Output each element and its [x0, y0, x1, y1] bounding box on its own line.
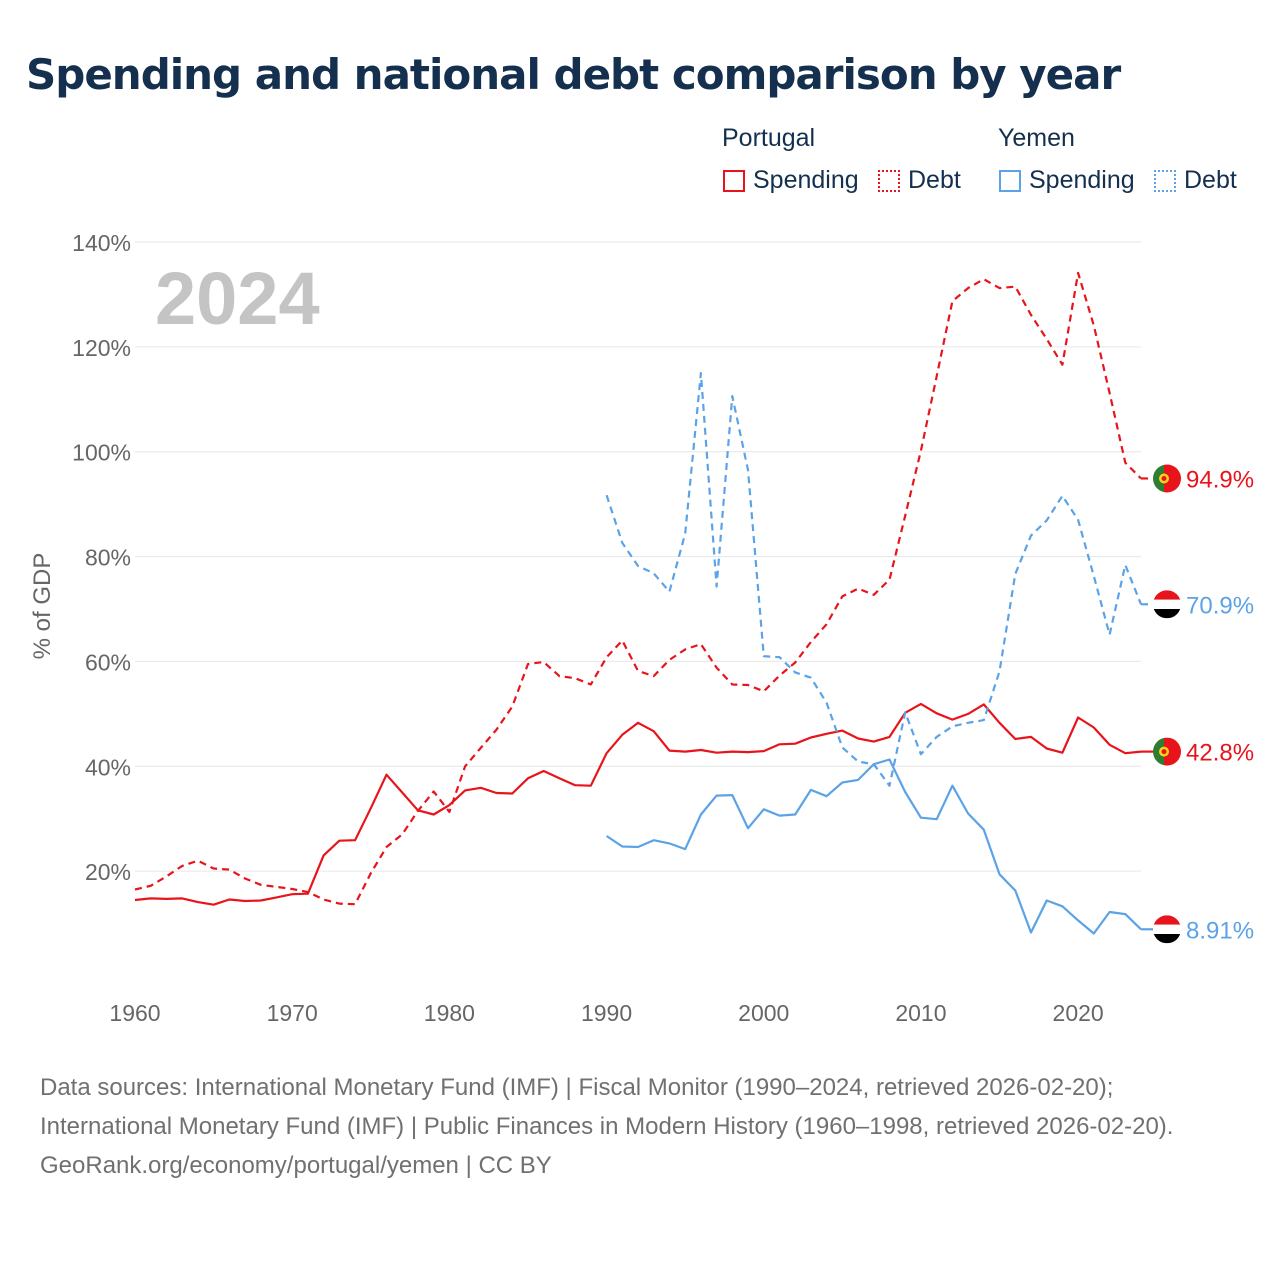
y-tick-label: 40% [85, 754, 131, 780]
data-sources: Data sources: International Monetary Fun… [40, 1074, 1174, 1140]
credit: GeoRank.org/economy/portugal/yemen | CC … [40, 1152, 552, 1179]
legend-group-portugal: Portugal [722, 124, 816, 152]
year-label: 2024 [155, 257, 320, 340]
yemen-flag-icon [1153, 590, 1181, 619]
end-value-label: 94.9% [1186, 466, 1254, 493]
portugal-flag-icon [1153, 737, 1181, 766]
y-tick-label: 140% [72, 230, 131, 256]
series-line-portugal-debt [134, 271, 1142, 906]
end-value-label: 70.9% [1186, 592, 1254, 619]
end-markers: 94.9% 42.8% 70.9% 8.91% [1141, 464, 1254, 944]
legend-swatch-portugal-spending [723, 170, 745, 192]
legend-label-portugal-debt: Debt [908, 166, 961, 194]
y-tick-label: 80% [85, 545, 131, 571]
yemen-flag-icon [1153, 915, 1181, 944]
y-tick-label: 20% [85, 859, 131, 885]
y-tick-label: 60% [85, 649, 131, 675]
legend-swatch-yemen-spending [999, 170, 1021, 192]
series-lines [134, 271, 1143, 935]
series-line-portugal-spending [134, 702, 1142, 906]
legend-label-yemen-debt: Debt [1184, 166, 1237, 194]
legend-group-yemen: Yemen [998, 124, 1075, 152]
y-tick-label: 100% [72, 440, 131, 466]
end-value-label: 42.8% [1186, 740, 1254, 767]
x-tick-label: 1990 [581, 1000, 632, 1026]
x-tick-label: 1970 [267, 1000, 318, 1026]
grid-lines [135, 241, 1141, 872]
x-tick-label: 1960 [109, 1000, 160, 1026]
x-tick-label: 1980 [424, 1000, 475, 1026]
legend-swatch-yemen-debt [1154, 170, 1176, 192]
y-tick-label: 120% [72, 335, 131, 361]
y-axis-ticks: 20% 40% 60% 80% 100% 120% 140% [72, 230, 131, 885]
chart-title: Spending and national debt comparison by… [26, 50, 1121, 99]
legend-label-yemen-spending: Spending [1029, 166, 1135, 194]
series-line-yemen-spending [605, 758, 1142, 935]
x-tick-label: 2010 [895, 1000, 946, 1026]
x-tick-label: 2000 [738, 1000, 789, 1026]
end-value-label: 8.91% [1186, 917, 1254, 944]
legend-label-portugal-spending: Spending [753, 166, 859, 194]
x-axis-ticks: 1960 1970 1980 1990 2000 2010 2020 [109, 1000, 1103, 1026]
y-axis-label: % of GDP [29, 553, 56, 660]
legend-swatch-portugal-debt [878, 170, 900, 192]
series-line-yemen-debt [605, 372, 1143, 787]
footer: Data sources: International Monetary Fun… [40, 1068, 1240, 1185]
line-chart: 20% 40% 60% 80% 100% 120% 140% 1960 1970 1980 199… [29, 230, 1254, 1026]
x-tick-label: 2020 [1053, 1000, 1104, 1026]
portugal-flag-icon [1153, 464, 1181, 493]
